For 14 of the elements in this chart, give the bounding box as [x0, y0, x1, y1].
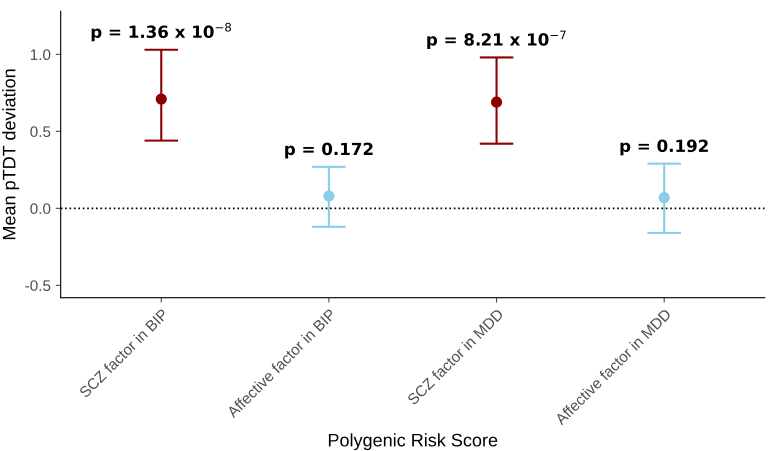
- point: [658, 192, 670, 204]
- annotation: p = 0.172: [285, 142, 373, 158]
- point: [323, 190, 334, 202]
- annotation: p = 0.192: [620, 140, 708, 156]
- point: [490, 96, 502, 108]
- y-axis-title: Mean pTDT deviation: [2, 69, 20, 240]
- annotation: p = 8.21 x 10$^{−7}$: [427, 30, 566, 49]
- annotation: p = 1.36 x 10$^{−8}$: [92, 22, 231, 42]
- point: [156, 93, 167, 105]
- y-tick-label: 0.0: [30, 203, 50, 214]
- y-tick-label: 1.0: [30, 49, 50, 60]
- y-tick-label: -0.5: [25, 280, 50, 292]
- x-axis-title: Polygenic Risk Score: [328, 433, 498, 450]
- y-tick-label: 0.5: [30, 126, 50, 138]
